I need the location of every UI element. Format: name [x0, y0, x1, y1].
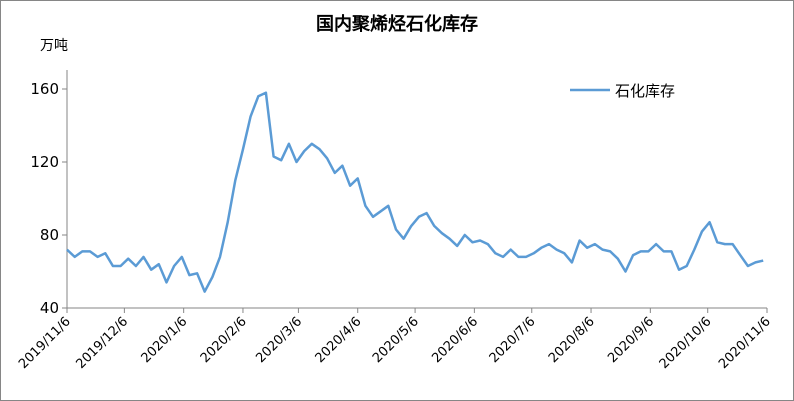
y-tick-label: 160 [30, 80, 59, 98]
y-unit: 万吨 [40, 38, 68, 54]
y-tick-label: 40 [40, 299, 59, 317]
chart-title: 国内聚烯烃石化库存 [316, 13, 478, 35]
y-tick-label: 120 [30, 153, 59, 171]
legend-label: 石化库存 [615, 82, 675, 100]
y-tick-label: 80 [40, 226, 59, 244]
series-line [66, 91, 764, 293]
